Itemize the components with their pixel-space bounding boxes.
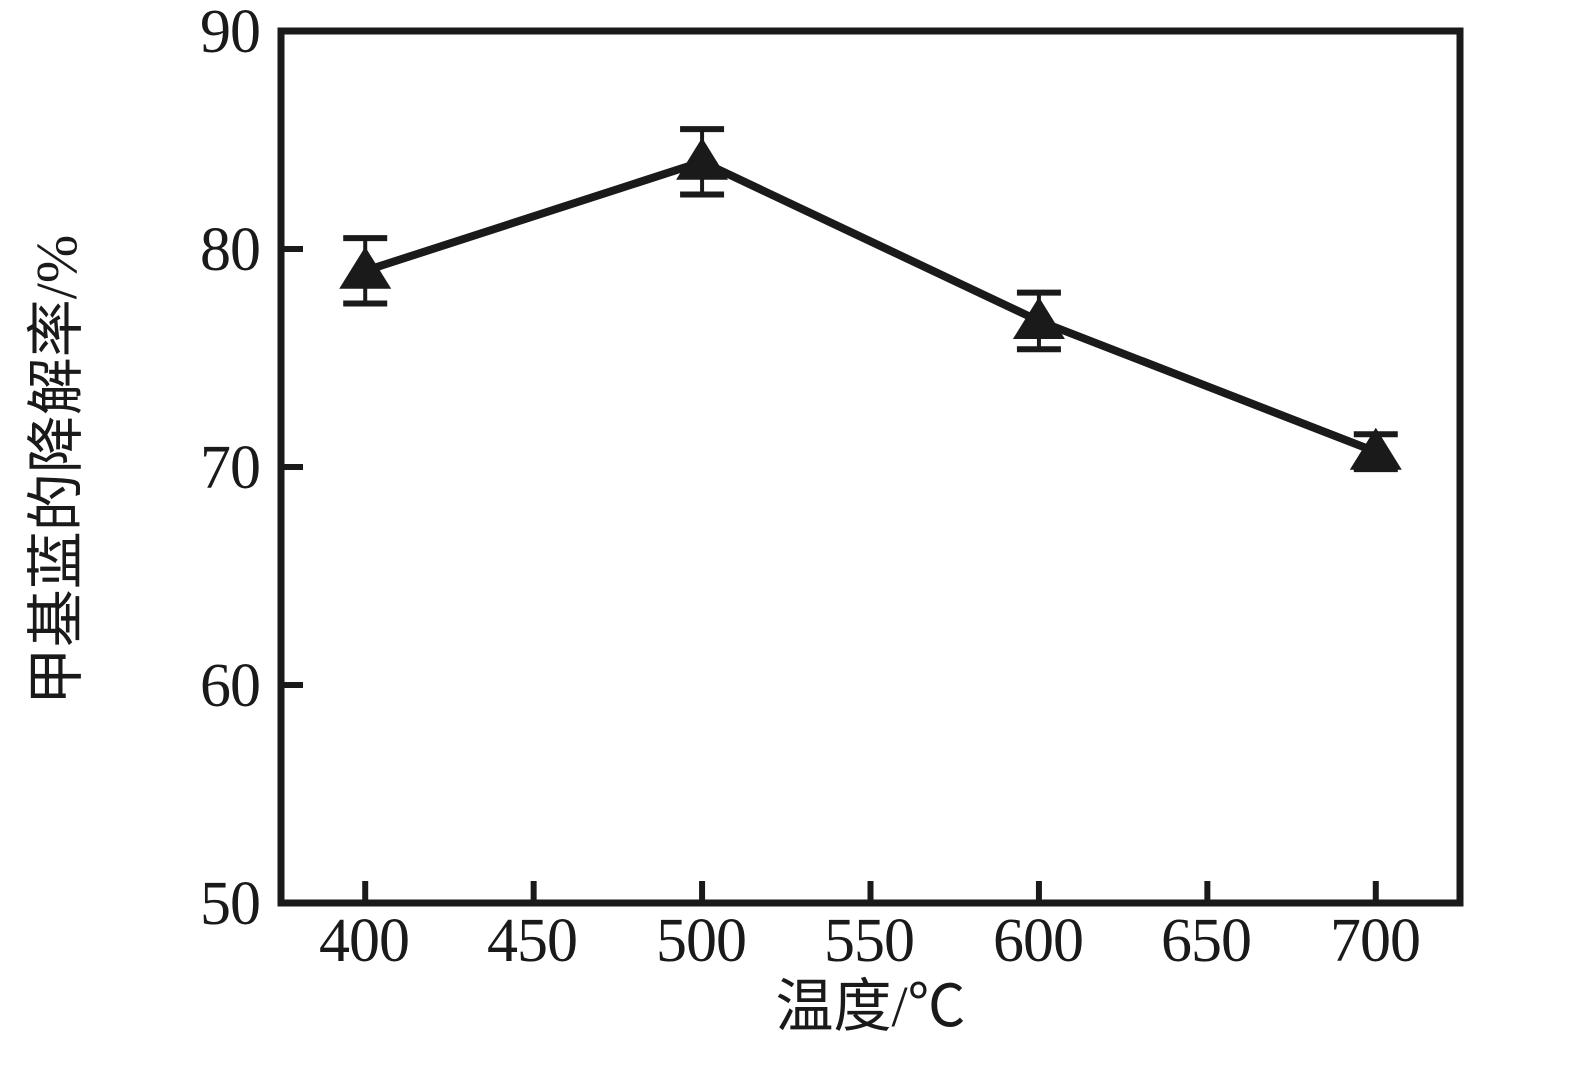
- plot-frame: [277, 27, 1464, 907]
- x-axis-label: 温度/℃: [775, 974, 966, 1039]
- x-tick-label-500: 500: [656, 907, 747, 975]
- x-tick-label-700: 700: [1330, 907, 1421, 975]
- data-series: [339, 126, 1402, 473]
- x-tick-label-550: 550: [824, 907, 915, 975]
- y-tick-label-60: 60: [200, 652, 261, 720]
- y-tick-label-50: 50: [200, 870, 261, 938]
- x-tick-label-600: 600: [993, 907, 1084, 975]
- x-tick-label-450: 450: [487, 907, 578, 975]
- axis-ticks: [281, 246, 1379, 903]
- y-tick-label-80: 80: [200, 216, 261, 284]
- y-tick-label-90: 90: [200, 0, 261, 66]
- data-marker-400: [339, 246, 392, 289]
- x-tick-label-400: 400: [319, 907, 410, 975]
- y-tick-label-70: 70: [200, 434, 261, 502]
- x-tick-label-650: 650: [1161, 907, 1252, 975]
- data-marker-700: [1349, 427, 1402, 470]
- axes-frame: [277, 27, 1464, 907]
- data-marker-600: [1012, 296, 1065, 339]
- series-line-0: [361, 157, 1380, 456]
- data-marker-500: [676, 137, 729, 180]
